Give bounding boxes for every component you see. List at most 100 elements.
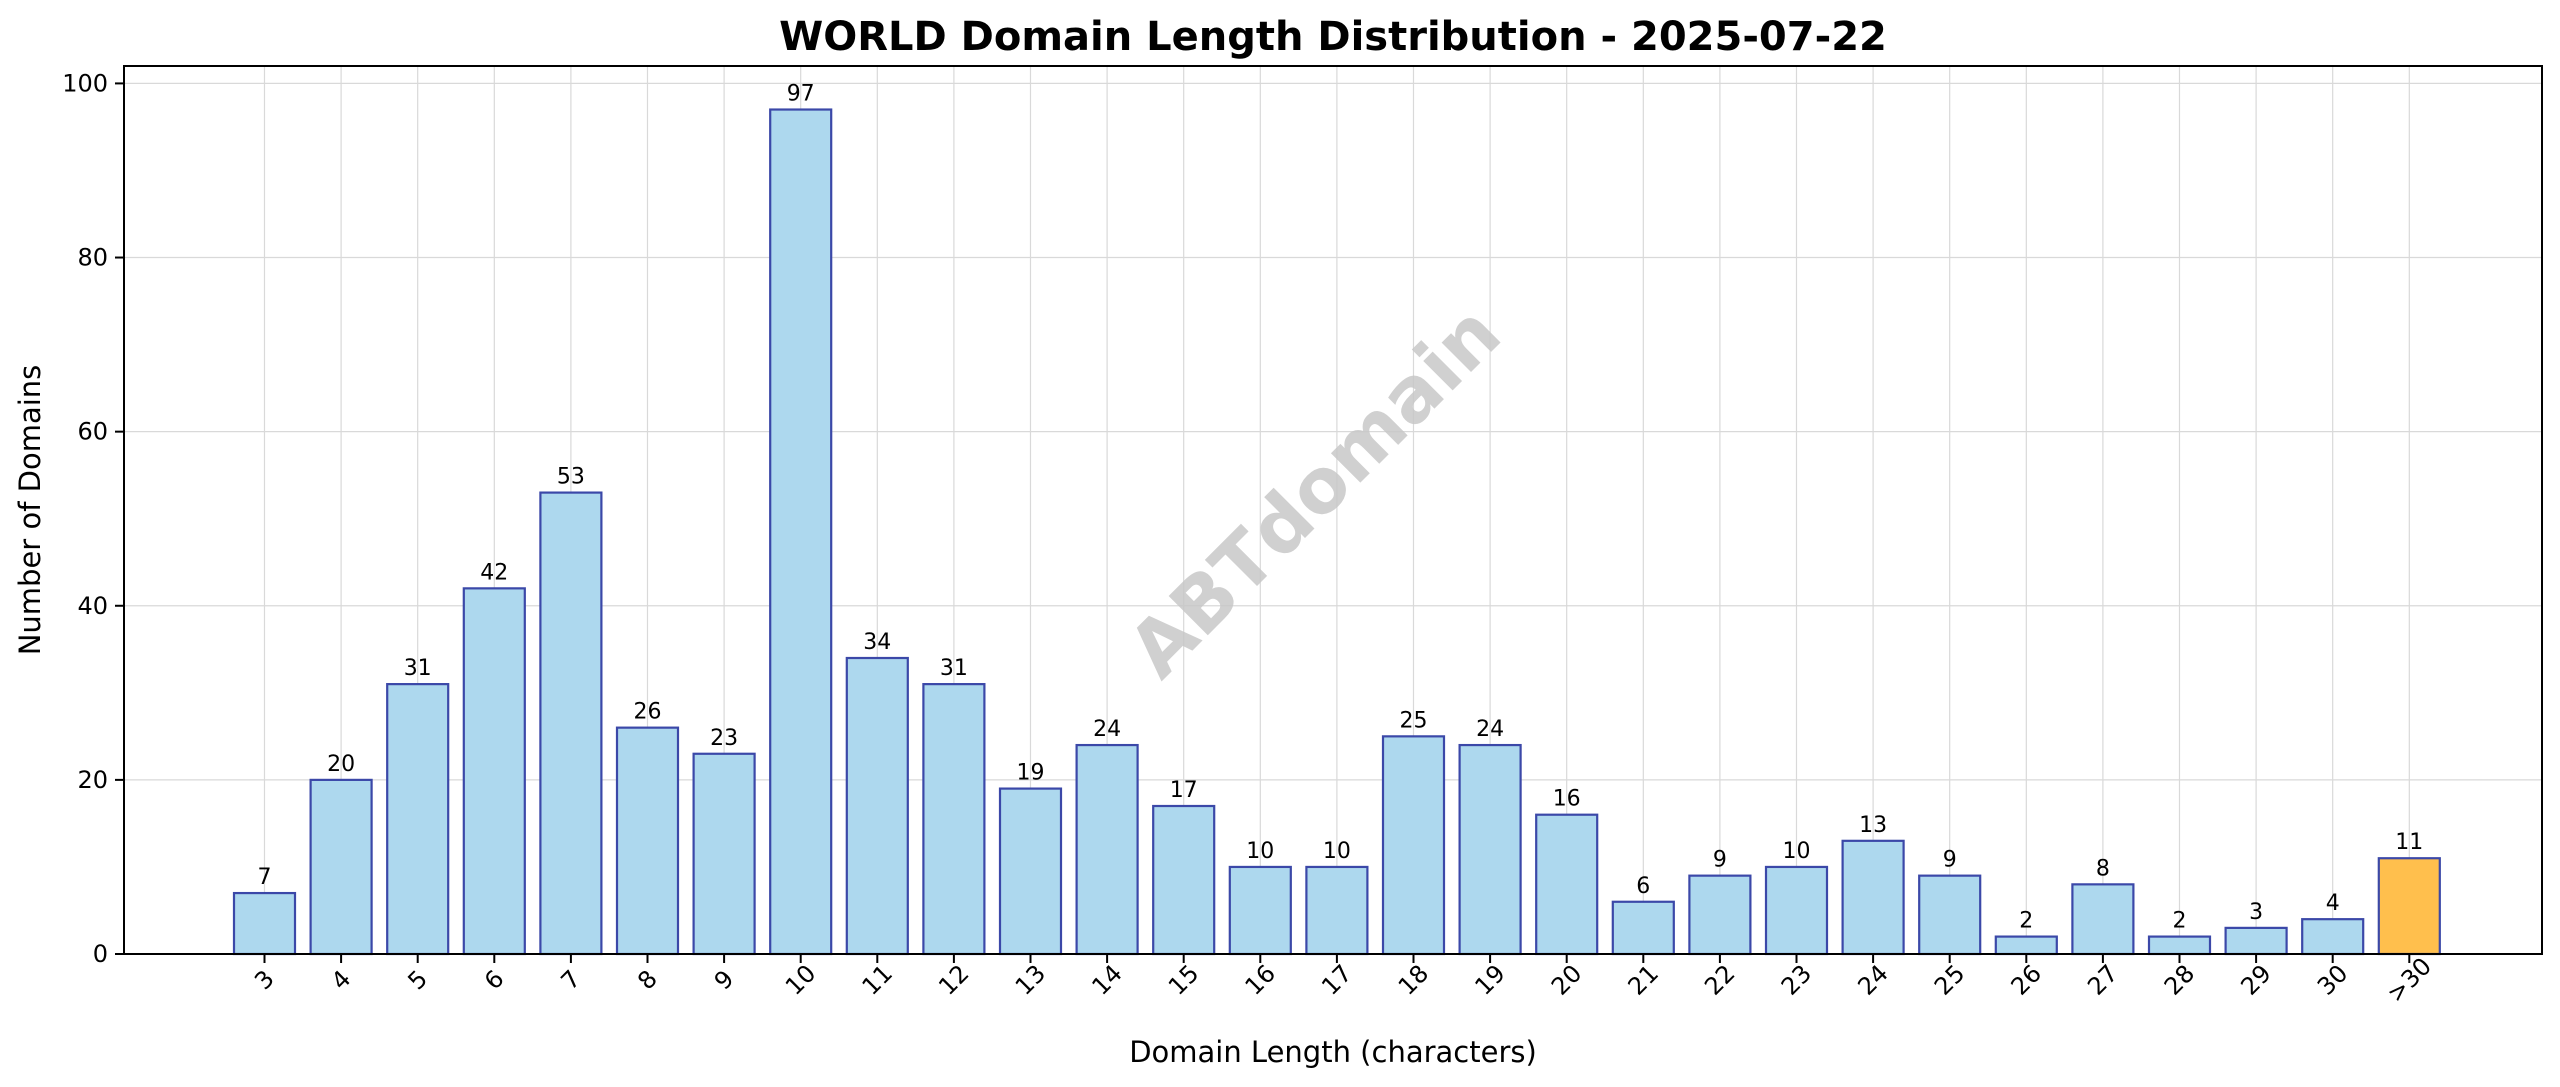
plot-frame (123, 65, 2543, 955)
bar-value-label: 16 (1553, 787, 1581, 812)
x-tick-label: 24 (1852, 959, 1893, 1000)
bar (309, 778, 373, 956)
bar-value-label: 23 (710, 726, 738, 751)
bar (386, 683, 450, 956)
x-tick-label: 22 (1699, 959, 1740, 1000)
x-tick-label: 26 (2006, 959, 2047, 1000)
x-tick-label: >30 (2381, 952, 2437, 1008)
bar (2377, 857, 2441, 956)
x-tick-label: 18 (1393, 959, 1434, 1000)
y-tick-label: 0 (93, 940, 108, 968)
bar-value-label: 53 (557, 465, 585, 490)
bar-value-label: 7 (258, 865, 272, 890)
bar (1075, 743, 1139, 956)
bar-value-label: 31 (404, 656, 432, 681)
bar-value-label: 34 (863, 630, 891, 655)
bar (1535, 813, 1599, 956)
bar-value-label: 13 (1859, 813, 1887, 838)
chart-title: WORLD Domain Length Distribution - 2025-… (779, 14, 1887, 60)
bar-value-label: 31 (940, 656, 968, 681)
x-tick-label: 16 (1240, 959, 1281, 1000)
bar (232, 891, 297, 956)
bar (1152, 804, 1216, 956)
x-axis-ticks: 3 4 5 6 7 8 9 10 11 12 13 14 15 16 17 18 19 20 21 22 23 24 25 2… (249, 952, 2437, 1008)
x-tick-label: 6 (479, 965, 510, 996)
x-tick-label: 28 (2159, 959, 2200, 1000)
bar-value-label: 2 (2173, 909, 2187, 934)
bar-value-label: 9 (1713, 848, 1727, 873)
x-tick-label: 7 (556, 965, 587, 996)
bar-value-label: 19 (1017, 761, 1045, 786)
bar-value-label: 6 (1636, 874, 1650, 899)
x-tick-label: 8 (632, 965, 663, 996)
x-tick-label: 17 (1316, 959, 1357, 1000)
bar (1611, 900, 1675, 956)
bar-value-label: 10 (1246, 839, 1274, 864)
bar-value-label: 97 (787, 82, 815, 107)
bar (615, 726, 680, 956)
x-tick-label: 21 (1623, 959, 1664, 1000)
y-tick-label: 80 (77, 244, 108, 272)
y-tick-label: 100 (62, 69, 108, 97)
x-tick-label: 14 (1086, 959, 1127, 1000)
bar (1764, 865, 1829, 956)
x-tick-label: 20 (1546, 959, 1587, 1000)
bar (462, 587, 526, 956)
bar (692, 752, 756, 956)
x-tick-label: 3 (249, 965, 280, 996)
x-tick-label: 25 (1929, 959, 1970, 1000)
bar (769, 108, 833, 956)
bar-value-label: 4 (2326, 891, 2340, 916)
bar (1994, 935, 2058, 956)
bar (1458, 743, 1522, 956)
x-tick-label: 4 (326, 965, 357, 996)
bar-value-label: 17 (1170, 778, 1198, 803)
bar-value-label: 25 (1400, 708, 1428, 733)
bar-value-label: 3 (2249, 900, 2263, 925)
bar (2071, 883, 2135, 956)
bar (922, 683, 986, 956)
y-tick-label: 40 (77, 592, 108, 620)
bar-value-label: 10 (1323, 839, 1351, 864)
bar-value-label: 11 (2395, 830, 2423, 855)
x-tick-label: 13 (1010, 959, 1051, 1000)
x-tick-label: 19 (1469, 959, 1510, 1000)
bar (1841, 839, 1905, 956)
bar-value-label: 24 (1093, 717, 1121, 742)
bar-value-label: 2 (2019, 909, 2033, 934)
bar-value-label: 9 (1943, 848, 1957, 873)
bar-value-label: 8 (2096, 856, 2110, 881)
bar (998, 787, 1063, 956)
x-tick-label: 30 (2312, 959, 2353, 1000)
bar (1688, 874, 1752, 956)
x-tick-label: 23 (1776, 959, 1817, 1000)
y-axis-label: Number of Domains (13, 365, 47, 656)
x-tick-label: 15 (1163, 959, 1204, 1000)
x-tick-label: 12 (933, 959, 974, 1000)
bar (2301, 918, 2365, 956)
bar (1918, 874, 1982, 956)
bar-value-label: 26 (634, 700, 662, 725)
x-tick-label: 10 (780, 959, 821, 1000)
bar-value-label: 20 (327, 752, 355, 777)
bar-value-label: 24 (1476, 717, 1504, 742)
bar (539, 491, 603, 956)
x-tick-label: 27 (2082, 959, 2123, 1000)
bar (2147, 935, 2212, 956)
x-tick-label: 9 (709, 965, 740, 996)
y-tick-label: 60 (77, 418, 108, 446)
x-tick-label: 5 (402, 965, 433, 996)
watermark: ABTdomain (1111, 288, 1517, 694)
x-tick-label: 11 (857, 959, 898, 1000)
bar-value-label: 42 (480, 560, 508, 585)
bar (1381, 735, 1446, 956)
bar (1228, 865, 1292, 956)
x-tick-label: 29 (2235, 959, 2276, 1000)
x-axis-label: Domain Length (characters) (1129, 1035, 1537, 1069)
bar (2224, 926, 2288, 956)
y-axis-ticks: 0 20 40 60 80 100 (62, 69, 124, 968)
bar (845, 656, 909, 956)
bar-value-label: 10 (1783, 839, 1811, 864)
